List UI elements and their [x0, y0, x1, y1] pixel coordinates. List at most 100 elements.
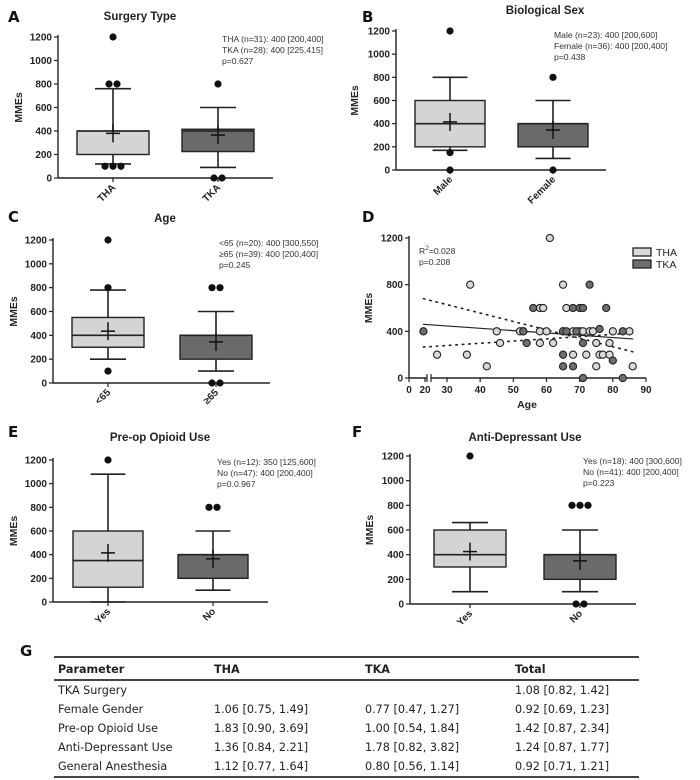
x-tick-label: Yes — [455, 608, 475, 628]
y-tick-label: 200 — [30, 355, 47, 366]
scatter-point-tka — [618, 327, 627, 336]
y-tick-label: 1200 — [368, 27, 391, 38]
outlier-point — [101, 162, 109, 170]
outlier-point — [210, 174, 218, 182]
table-cell: 1.08 [0.82, 1.42] — [515, 684, 610, 697]
stats-annotation: ≥65 (n=39): 400 [200,400] — [219, 249, 318, 259]
panel-letter: C — [8, 208, 19, 226]
y-tick-label: 1200 — [25, 456, 48, 467]
x-tick-label: ≥65 — [202, 387, 222, 407]
stats-annotation: p=0.223 — [583, 478, 615, 488]
scatter-point-tka — [578, 303, 588, 313]
outlier-point — [466, 452, 474, 460]
scatter-point-tka — [419, 327, 428, 336]
outlier-point — [216, 284, 224, 292]
outlier-point — [568, 501, 576, 509]
table-cell: 1.24 [0.87, 1.77] — [515, 741, 610, 754]
scatter-point-tha — [558, 280, 568, 289]
y-axis-label: MMEs — [13, 92, 25, 122]
panel-title: Biological Sex — [506, 5, 585, 17]
x-tick-label: 30 — [441, 385, 453, 396]
outlier-point — [104, 284, 112, 292]
stats-annotation: p=0.438 — [554, 52, 586, 62]
y-axis-label: MMEs — [364, 515, 376, 545]
y-tick-label: 0 — [397, 374, 403, 385]
x-tick-label: 0 — [406, 385, 412, 396]
scatter-point-tha — [482, 362, 491, 371]
stats-annotation: p=0.245 — [219, 260, 251, 270]
table-cell: 1.42 [0.87, 2.34] — [515, 722, 610, 735]
scatter-point-tha — [535, 338, 545, 348]
scatter-point-tka — [585, 280, 594, 289]
outlier-point — [549, 166, 557, 174]
x-tick-label: 20 — [419, 385, 431, 396]
y-tick-label: 0 — [398, 600, 404, 611]
x-tick-label: TKA — [201, 182, 223, 204]
table-cell: 0.77 [0.47, 1.27] — [365, 703, 460, 716]
y-axis-label: MMEs — [363, 293, 375, 323]
scatter-point-tka — [578, 338, 588, 348]
legend-label: TKA — [656, 259, 676, 271]
panel-letter: D — [362, 208, 374, 226]
stats-annotation: Male (n=23): 400 [200,600] — [554, 30, 657, 40]
x-tick-label: <65 — [93, 387, 113, 407]
y-tick-label: 0 — [384, 166, 390, 177]
y-tick-label: 1000 — [25, 259, 48, 270]
outlier-point — [113, 80, 121, 88]
panel-letter: B — [362, 8, 373, 26]
odds-ratio-table: Parameter THA TKA Total TKA Surgery 1.08… — [54, 656, 639, 778]
scatter-point-tka — [618, 373, 627, 383]
y-axis-label: MMEs — [349, 85, 361, 115]
y-tick-label: 600 — [373, 96, 390, 107]
outlier-point — [105, 80, 113, 88]
scatter-point-tka — [519, 327, 528, 336]
outlier-point — [213, 503, 221, 511]
y-axis-label: MMEs — [8, 296, 20, 326]
scatter-point-tka — [562, 327, 571, 336]
y-tick-label: 800 — [30, 503, 47, 514]
figure-canvas: A Surgery Type020040060080010001200MMEsTH… — [8, 5, 682, 628]
y-tick-label: 400 — [386, 327, 403, 338]
x-tick-label: 70 — [574, 385, 586, 396]
panel-a: A Surgery Type 0 200 400 600 800 1000 1200 MMEs TH… — [8, 8, 324, 205]
y-tick-label: 400 — [30, 331, 47, 342]
table-cell: Female Gender — [58, 703, 144, 716]
stats-annotation: No (n=41): 400 [200,400] — [583, 467, 679, 477]
legend-swatch-tha — [632, 247, 652, 257]
table-row: General Anesthesia 1.12 [0.77, 1.64] 0.8… — [54, 757, 639, 777]
legend-label: THA — [656, 247, 677, 259]
y-axis-label: MMEs — [8, 516, 20, 546]
outlier-point — [576, 501, 584, 509]
panel-c: C Age 0 200 400 600 800 1000 1200 MMEs <65 (n=20):… — [8, 208, 318, 407]
stats-annotation: Yes (n=18): 400 [300,600] — [583, 456, 682, 466]
x-tick-label: 40 — [475, 385, 487, 396]
scatter-point-tha — [608, 327, 617, 336]
x-tick-label: 60 — [541, 385, 553, 396]
column-header: Total — [515, 662, 546, 676]
table-row: TKA Surgery 1.08 [0.82, 1.42] — [54, 680, 639, 700]
outlier-point — [446, 149, 454, 157]
outlier-point — [446, 166, 454, 174]
table-cell — [361, 680, 511, 700]
y-tick-label: 200 — [387, 575, 404, 586]
stats-annotation: p=0.627 — [222, 56, 254, 66]
table-cell: 1.83 [0.90, 3.69] — [214, 722, 309, 735]
table-cell: 1.78 [0.82, 3.82] — [365, 741, 460, 754]
outlier-point — [214, 80, 222, 88]
panel-letter: A — [8, 8, 20, 26]
table-cell: Anti-Depressant Use — [58, 741, 173, 754]
x-tick-label: THA — [96, 182, 118, 204]
y-tick-label: 800 — [387, 501, 404, 512]
y-tick-label: 600 — [30, 307, 47, 318]
outlier-point — [109, 162, 117, 170]
scatter-point-tka — [608, 356, 617, 365]
outlier-point — [446, 27, 454, 35]
y-tick-label: 400 — [35, 127, 52, 138]
table-cell: Pre-op Opioid Use — [58, 722, 159, 735]
scatter-point-tha — [466, 280, 475, 289]
scatter-point-tka — [595, 324, 604, 334]
y-tick-label: 1200 — [25, 236, 48, 247]
stats-annotation: Female (n=36): 400 [200,400] — [554, 41, 667, 51]
panel-f: F Anti-Depressant Use 0 200 400 600 800 1000 120… — [352, 423, 682, 628]
stats-annotation: THA (n=31): 400 [200,400] — [222, 34, 324, 44]
